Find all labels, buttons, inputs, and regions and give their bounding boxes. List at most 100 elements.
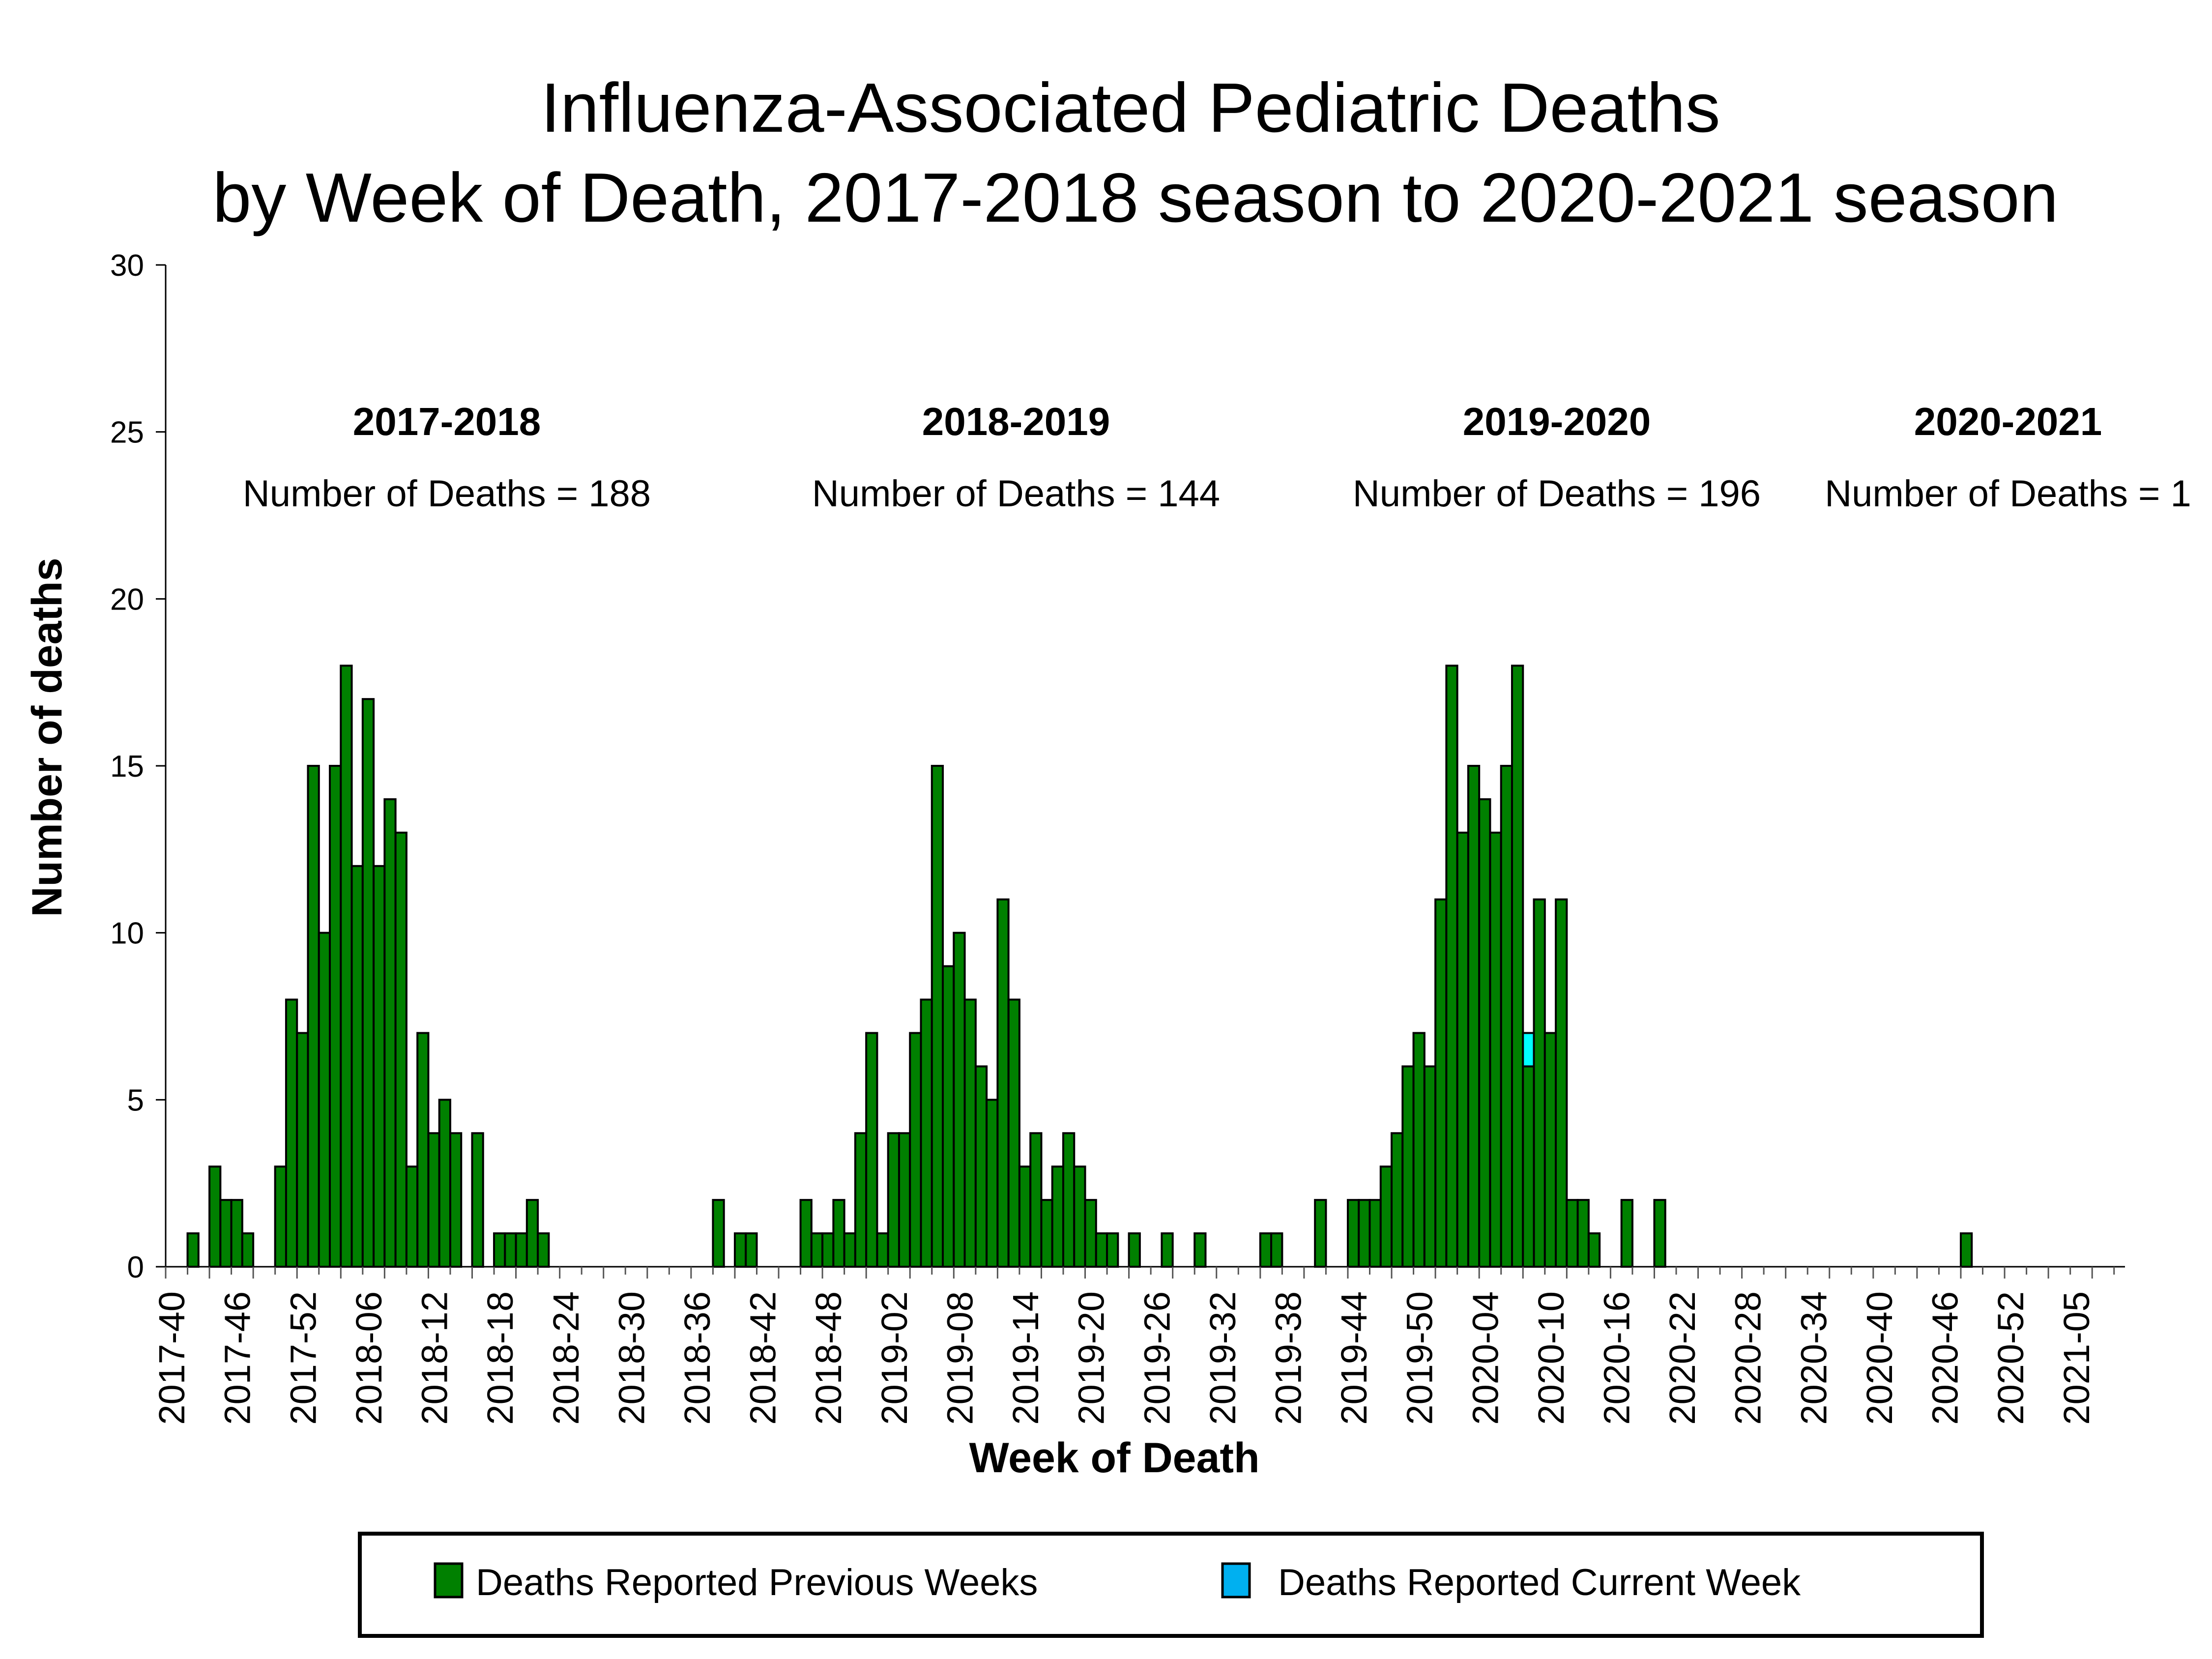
bar-previous-weeks-2017-42 [186, 1232, 200, 1268]
x-tick-label: 2020-34 [1793, 1291, 1834, 1425]
bar-previous-weeks-2020-03 [1467, 765, 1481, 1268]
bar-previous-weeks-2018-02 [318, 931, 331, 1268]
x-tick-label: 2019-20 [1071, 1291, 1112, 1425]
x-tick-label: 2019-08 [939, 1291, 980, 1425]
bar-previous-weeks-2019-13 [1007, 998, 1020, 1268]
y-tick-label: 30 [110, 249, 144, 283]
bar-previous-weeks-2019-27 [1161, 1232, 1174, 1268]
bar-previous-weeks-2018-51 [854, 1132, 868, 1268]
x-tick-label: 2020-16 [1597, 1291, 1637, 1425]
bar-current-week-2020-08 [1522, 1032, 1535, 1068]
bar-previous-weeks-2019-08 [953, 931, 966, 1268]
bar-previous-weeks-2019-18 [1062, 1132, 1076, 1268]
bar-previous-weeks-2018-04 [340, 665, 353, 1268]
bar-previous-weeks-2018-22 [537, 1232, 550, 1268]
bar-previous-weeks-2019-06 [931, 765, 944, 1268]
legend-swatch-current-week [1221, 1562, 1251, 1599]
bar-previous-weeks-2019-44 [1346, 1199, 1360, 1268]
legend-label-current-week: Deaths Reported Current Week [1278, 1562, 1801, 1603]
x-tick-label: 2020-52 [1990, 1291, 2031, 1425]
bar-previous-weeks-2018-03 [329, 765, 342, 1268]
bar-previous-weeks-2019-07 [942, 965, 955, 1268]
y-tick-label: 10 [110, 917, 144, 951]
bar-previous-weeks-2020-02 [1456, 831, 1469, 1268]
bar-previous-weeks-2020-07 [1511, 665, 1524, 1268]
bar-previous-weeks-2020-01 [1445, 665, 1458, 1268]
bar-previous-weeks-2019-10 [974, 1065, 988, 1268]
x-tick-label: 2017-40 [151, 1291, 192, 1425]
bar-previous-weeks-2019-49 [1401, 1065, 1415, 1268]
season-name-2018-2019: 2018-2019 [922, 400, 1110, 443]
bar-previous-weeks-2019-16 [1040, 1199, 1053, 1268]
bar-previous-weeks-2019-02 [887, 1132, 900, 1268]
bar-previous-weeks-2018-21 [525, 1199, 539, 1268]
bar-previous-weeks-2020-12 [1566, 1199, 1579, 1268]
bar-previous-weeks-2019-36 [1259, 1232, 1273, 1268]
bar-previous-weeks-2019-46 [1368, 1199, 1382, 1268]
bar-previous-weeks-2019-45 [1358, 1199, 1371, 1268]
bar-previous-weeks-2020-10 [1543, 1032, 1557, 1268]
season-count-2019-2020: Number of Deaths = 196 [1353, 473, 1761, 515]
bar-previous-weeks-2019-09 [963, 998, 977, 1268]
x-tick-label: 2020-28 [1728, 1291, 1769, 1425]
bar-previous-weeks-2017-45 [219, 1199, 233, 1268]
x-tick-label: 2018-30 [611, 1291, 652, 1425]
legend-label-previous-weeks: Deaths Reported Previous Weeks [476, 1562, 1038, 1603]
bar-previous-weeks-2019-48 [1391, 1132, 1404, 1268]
x-tick-label: 2018-12 [414, 1291, 455, 1425]
bar-previous-weeks-2018-19 [504, 1232, 517, 1268]
x-tick-label: 2020-46 [1925, 1291, 1966, 1425]
y-tick-label: 25 [110, 416, 144, 450]
bar-previous-weeks-2019-50 [1412, 1032, 1426, 1268]
bar-previous-weeks-2019-30 [1193, 1232, 1207, 1268]
x-tick-label: 2018-06 [349, 1291, 389, 1425]
bar-previous-weeks-2017-50 [274, 1165, 287, 1268]
bar-previous-weeks-2019-22 [1106, 1232, 1119, 1268]
y-axis-title: Number of deaths [24, 557, 71, 917]
bar-previous-weeks-2018-41 [745, 1232, 758, 1268]
x-tick-label: 2018-24 [546, 1291, 586, 1425]
season-count-2017-2018: Number of Deaths = 188 [243, 473, 651, 515]
y-tick-label: 20 [110, 582, 144, 616]
bar-previous-weeks-2018-06 [361, 698, 375, 1268]
bar-previous-weeks-2020-09 [1533, 898, 1546, 1268]
y-tick-label: 0 [127, 1251, 144, 1284]
chart-title-line1: Influenza-Associated Pediatric Deaths [541, 69, 1720, 147]
x-tick-label: 2018-48 [808, 1291, 849, 1425]
season-count-2020-2021: Number of Deaths = 1 [1825, 473, 2191, 515]
bar-previous-weeks-2019-41 [1314, 1199, 1327, 1268]
bar-previous-weeks-2017-51 [285, 998, 298, 1268]
bars [186, 665, 1973, 1268]
y-tick-label: 15 [110, 750, 144, 784]
x-tick-label: 2019-02 [874, 1291, 915, 1425]
season-name-2019-2020: 2019-2020 [1463, 400, 1651, 443]
bar-previous-weeks-2018-47 [810, 1232, 824, 1268]
bar-previous-weeks-2018-40 [733, 1232, 747, 1268]
bar-previous-weeks-2020-05 [1489, 831, 1502, 1268]
bar-previous-weeks-2019-47 [1379, 1165, 1393, 1268]
season-name-2017-2018: 2017-2018 [353, 400, 541, 443]
x-tick-label: 2018-42 [743, 1291, 784, 1425]
bar-previous-weeks-2018-07 [373, 865, 386, 1268]
bar-previous-weeks-2018-48 [821, 1232, 835, 1268]
bar-previous-weeks-2019-04 [909, 1032, 922, 1268]
bar-previous-weeks-2017-46 [230, 1199, 243, 1268]
x-tick-label: 2019-44 [1334, 1291, 1374, 1425]
chart-title-line2: by Week of Death, 2017-2018 season to 20… [212, 159, 2058, 237]
bar-previous-weeks-2019-17 [1051, 1165, 1064, 1268]
bar-previous-weeks-2019-52 [1434, 898, 1448, 1268]
bar-previous-weeks-2019-12 [996, 898, 1010, 1268]
axes: 0 5 10 15 20 25 30 2017-40 2017-46 2017-52 2018-06… [110, 249, 2125, 1425]
bar-previous-weeks-2020-06 [1500, 765, 1513, 1268]
bar-previous-weeks-2019-05 [920, 998, 933, 1268]
bar-previous-weeks-2019-20 [1084, 1199, 1097, 1268]
x-tick-label: 2018-36 [677, 1291, 718, 1425]
x-tick-label: 2019-26 [1136, 1291, 1177, 1425]
bar-previous-weeks-2017-47 [241, 1232, 255, 1268]
bar-previous-weeks-2020-04 [1478, 798, 1491, 1268]
bar-previous-weeks-2018-49 [832, 1199, 845, 1268]
bar-previous-weeks-2017-44 [208, 1165, 222, 1268]
bar-previous-weeks-2019-01 [876, 1232, 889, 1268]
x-tick-label: 2019-38 [1268, 1291, 1309, 1425]
